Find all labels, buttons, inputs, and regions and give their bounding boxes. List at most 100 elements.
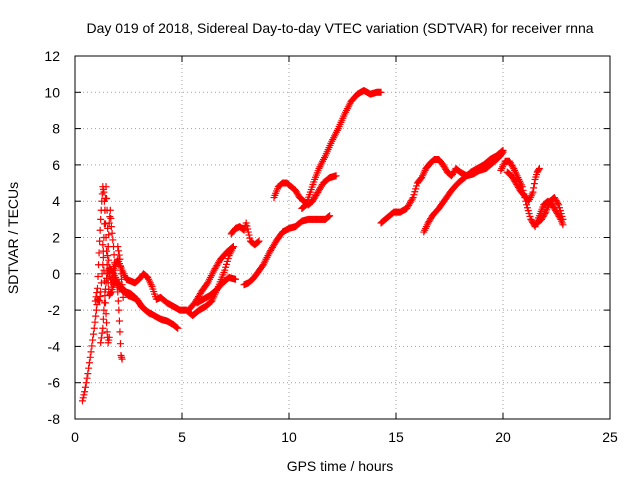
- data-point: [97, 339, 105, 347]
- data-point: [78, 397, 86, 405]
- y-tick-label: 0: [52, 266, 60, 282]
- data-point: [408, 195, 416, 203]
- data-point: [116, 255, 124, 263]
- data-point: [99, 241, 107, 249]
- y-tick-label: -6: [48, 375, 61, 391]
- y-tick-label: -2: [48, 302, 61, 318]
- data-point: [95, 296, 103, 304]
- data-point: [111, 266, 119, 274]
- data-point: [243, 222, 251, 230]
- data-point: [112, 273, 120, 281]
- data-point: [89, 336, 97, 344]
- data-point: [246, 234, 254, 242]
- data-point: [111, 259, 119, 267]
- data-point: [245, 231, 253, 239]
- data-point: [145, 309, 153, 317]
- data-point: [105, 256, 113, 264]
- y-axis-label: SDTVAR / TECUs: [5, 182, 21, 294]
- y-tick-label: 2: [52, 230, 60, 246]
- data-point: [94, 273, 102, 281]
- data-point: [530, 184, 538, 192]
- data-point: [253, 239, 261, 247]
- data-point: [81, 383, 89, 391]
- data-point: [377, 88, 385, 96]
- data-point: [99, 315, 107, 323]
- data-point: [103, 247, 111, 255]
- data-point: [116, 263, 124, 271]
- data-point: [98, 329, 106, 337]
- data-point: [116, 328, 124, 336]
- data-point: [112, 278, 120, 286]
- data-point: [101, 299, 109, 307]
- data-point: [107, 223, 115, 231]
- data-point: [95, 249, 103, 257]
- data-point: [554, 199, 562, 207]
- data-point: [100, 306, 108, 314]
- data-point: [95, 261, 103, 269]
- x-tick-label: 15: [388, 429, 404, 445]
- data-point: [300, 202, 308, 210]
- x-tick-label: 0: [71, 429, 79, 445]
- data-point: [85, 364, 93, 372]
- data-point: [97, 334, 105, 342]
- data-point: [100, 197, 108, 205]
- data-point: [301, 202, 309, 210]
- data-point: [100, 266, 108, 274]
- data-point: [116, 340, 124, 348]
- y-tick-label: -4: [48, 338, 61, 354]
- data-point: [115, 247, 123, 255]
- x-tick-label: 10: [281, 429, 297, 445]
- data-point: [93, 284, 101, 292]
- data-point: [228, 243, 236, 251]
- data-point: [332, 172, 340, 180]
- chart-title: Day 019 of 2018, Sidereal Day-to-day VTE…: [86, 20, 593, 36]
- data-point: [325, 212, 333, 220]
- data-point: [244, 228, 252, 236]
- data-point: [108, 229, 116, 237]
- x-axis-label: GPS time / hours: [287, 458, 394, 474]
- data-point: [172, 323, 180, 331]
- data-point: [102, 310, 110, 318]
- data-point: [101, 220, 109, 228]
- data-point: [90, 324, 98, 332]
- data-point: [119, 293, 127, 301]
- data-point: [174, 324, 182, 332]
- data-point: [255, 237, 263, 245]
- data-point: [119, 287, 127, 295]
- data-point: [105, 219, 113, 227]
- data-point: [89, 330, 97, 338]
- y-tick-label: 4: [52, 193, 60, 209]
- data-point: [83, 374, 91, 382]
- data-point: [96, 237, 104, 245]
- data-point: [103, 261, 111, 269]
- data-point: [106, 206, 114, 214]
- data-point: [91, 318, 99, 326]
- x-tick-label: 25: [602, 429, 618, 445]
- data-point: [96, 226, 104, 234]
- data-point: [530, 180, 538, 188]
- data-point: [114, 243, 122, 251]
- y-tick-label: 6: [52, 157, 60, 173]
- data-points: [78, 86, 567, 405]
- data-point: [104, 252, 112, 260]
- x-tick-label: 20: [495, 429, 511, 445]
- data-point: [242, 219, 250, 227]
- data-point: [109, 236, 117, 244]
- axis-ticks: 0 5 10 15 20 25 -8 -6 -4 -2 0 2 4 6 8 10 12: [44, 48, 618, 445]
- data-point: [115, 317, 123, 325]
- data-point: [107, 289, 115, 297]
- data-point: [99, 253, 107, 261]
- data-point: [104, 224, 112, 232]
- data-point: [92, 312, 100, 320]
- data-point: [118, 355, 126, 363]
- data-point: [244, 225, 252, 233]
- y-tick-label: 12: [44, 48, 60, 64]
- data-point: [541, 210, 549, 218]
- data-point: [498, 147, 506, 155]
- data-point: [91, 297, 99, 305]
- data-point: [529, 188, 537, 196]
- data-point: [97, 215, 105, 223]
- data-point: [99, 324, 107, 332]
